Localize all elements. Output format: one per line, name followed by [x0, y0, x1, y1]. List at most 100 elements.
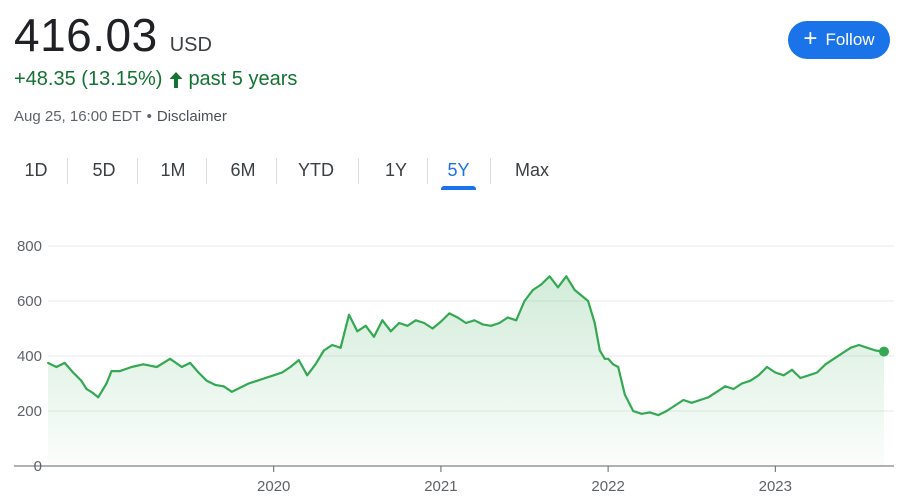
y-tick-label: 200 — [17, 403, 42, 420]
data-point — [849, 346, 852, 349]
data-point — [364, 324, 367, 327]
data-point — [189, 361, 192, 364]
x-tick-label: 2023 — [759, 478, 792, 495]
tab-ytd[interactable]: YTD — [298, 159, 334, 180]
plus-icon: + — [803, 25, 818, 52]
data-point — [690, 401, 693, 404]
data-point — [247, 382, 250, 385]
tab-1y[interactable]: 1Y — [384, 159, 408, 180]
tab-divider — [137, 158, 138, 184]
data-point — [857, 344, 860, 346]
data-point — [799, 377, 802, 379]
data-point — [406, 324, 409, 327]
x-tick-label: 2020 — [257, 478, 290, 495]
data-point — [657, 414, 660, 417]
price-change: +48.35 (13.15%) past 5 years — [14, 68, 297, 91]
data-point — [832, 357, 835, 360]
tab-divider — [206, 158, 207, 184]
data-point — [373, 335, 376, 338]
data-point — [665, 410, 668, 412]
data-points — [47, 275, 885, 417]
data-point — [531, 289, 534, 291]
price-area — [48, 276, 884, 466]
data-point — [816, 371, 819, 374]
data-point — [607, 357, 610, 360]
x-tick-label: 2021 — [424, 478, 457, 495]
data-point — [306, 374, 309, 377]
data-point — [272, 374, 275, 377]
data-point — [110, 370, 113, 373]
tab-divider — [276, 158, 277, 184]
data-point — [732, 388, 735, 390]
quote-meta: Aug 25, 16:00 EDT • Disclaimer — [14, 108, 227, 125]
data-point — [142, 363, 145, 366]
data-point — [498, 322, 501, 324]
data-point — [169, 357, 172, 360]
data-point — [506, 316, 509, 319]
data-point — [765, 366, 768, 368]
data-point — [155, 366, 158, 368]
data-point — [540, 283, 543, 286]
x-tick-label: 2022 — [591, 478, 624, 495]
y-tick-label: 400 — [17, 348, 42, 365]
data-point — [774, 371, 777, 374]
data-point — [724, 385, 727, 388]
data-point — [239, 386, 242, 389]
data-point — [874, 349, 877, 352]
data-point — [707, 396, 710, 399]
tab-6m[interactable]: 6M — [230, 159, 256, 180]
tab-1m[interactable]: 1M — [160, 159, 186, 180]
data-point — [63, 361, 66, 364]
data-point — [92, 392, 95, 395]
data-point — [118, 370, 121, 373]
data-point — [548, 275, 551, 278]
data-point — [222, 385, 225, 388]
tab-5y[interactable]: 5Y — [441, 150, 476, 190]
data-point — [398, 322, 401, 324]
disclaimer-link[interactable]: Disclaimer — [156, 108, 227, 125]
data-point — [648, 411, 651, 414]
y-tick-label: 800 — [17, 238, 42, 255]
tab-max[interactable]: Max — [514, 159, 549, 180]
data-point — [205, 379, 208, 382]
data-point — [682, 399, 685, 401]
current-price: 416.03 — [14, 9, 158, 61]
tab-divider — [427, 158, 428, 184]
data-point — [593, 322, 596, 324]
last-price-marker — [879, 346, 889, 357]
data-point — [715, 390, 718, 393]
data-point — [197, 371, 200, 374]
data-point — [740, 382, 743, 385]
data-point — [782, 374, 785, 377]
price-chart[interactable]: 0 200 400 600 800 2020 2021 2022 2023 — [0, 220, 908, 504]
data-point — [791, 368, 794, 371]
data-point — [214, 383, 217, 386]
y-axis: 0 200 400 600 800 — [17, 238, 42, 475]
data-point — [47, 361, 49, 364]
timestamp: Aug 25, 16:00 EDT — [14, 108, 142, 125]
tab-divider — [67, 158, 68, 184]
data-point — [556, 286, 559, 289]
data-point — [331, 344, 334, 346]
data-point — [612, 363, 615, 366]
y-tick-label: 0 — [34, 458, 42, 475]
data-point — [749, 379, 752, 382]
data-point — [456, 316, 459, 319]
follow-button[interactable]: + Follow — [788, 21, 890, 59]
data-point — [72, 371, 75, 374]
data-point — [640, 412, 643, 415]
data-point — [264, 377, 267, 379]
data-point — [565, 275, 568, 278]
data-point — [281, 371, 284, 374]
tab-1d[interactable]: 1D — [24, 159, 48, 180]
data-point — [381, 319, 384, 322]
data-point — [180, 366, 183, 368]
data-point — [439, 320, 442, 323]
tab-divider — [358, 158, 359, 184]
data-point — [389, 330, 392, 333]
data-point — [598, 349, 601, 352]
data-point — [423, 322, 426, 324]
tab-5d[interactable]: 5D — [92, 159, 116, 180]
data-point — [632, 410, 635, 412]
y-tick-label: 600 — [17, 293, 42, 310]
